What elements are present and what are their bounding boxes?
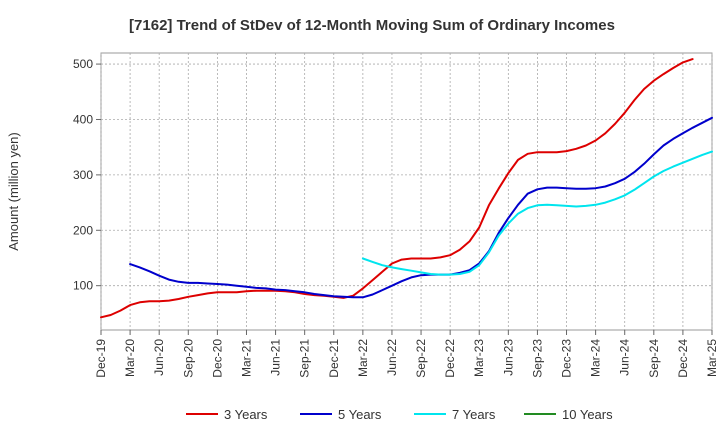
x-tick-label: Sep-24: [647, 339, 661, 378]
x-tick-label: Mar-23: [472, 339, 486, 377]
x-tick-label: Dec-19: [94, 339, 108, 378]
x-tick-label: Dec-24: [676, 339, 690, 378]
series-layer: [100, 58, 713, 319]
x-tick-label: Sep-23: [530, 339, 544, 378]
x-tick-label: Dec-22: [443, 339, 457, 378]
series-line: [361, 150, 713, 276]
x-tick-label: Jun-21: [269, 339, 283, 376]
y-tick-label: 400: [73, 112, 93, 126]
y-tick-label: 500: [73, 57, 93, 71]
legend-label: 5 Years: [338, 407, 382, 422]
x-tick-label: Mar-22: [356, 339, 370, 377]
legend-label: 3 Years: [224, 407, 268, 422]
x-tick-label: Sep-20: [181, 339, 195, 378]
grid-layer: [100, 53, 713, 330]
x-tick-label: Dec-23: [560, 339, 574, 378]
plot-area: [100, 52, 713, 331]
x-tick-label: Sep-21: [298, 339, 312, 378]
x-tick-label: Mar-21: [239, 339, 253, 377]
x-tick-label: Jun-23: [501, 339, 515, 376]
x-tick-label: Sep-22: [414, 339, 428, 378]
series-line: [100, 58, 694, 319]
x-tick-label: Dec-20: [210, 339, 224, 378]
series-line: [129, 116, 713, 299]
legend-label: 7 Years: [452, 407, 496, 422]
x-axis-ticks: Dec-19 Mar-20 Jun-20 Sep-20 Dec-20 Mar-21 Jun-…: [94, 330, 719, 378]
x-tick-label: Mar-24: [589, 339, 603, 377]
legend-label: 10 Years: [562, 407, 613, 422]
y-tick-label: 300: [73, 168, 93, 182]
chart-title: [7162] Trend of StDev of 12-Month Moving…: [129, 17, 615, 34]
y-tick-label: 200: [73, 223, 93, 237]
x-tick-label: Mar-20: [123, 339, 137, 377]
y-tick-label: 100: [73, 279, 93, 293]
legend: 3 Years 5 Years 7 Years 10 Years: [186, 407, 613, 422]
y-axis-ticks: 100 200 300 400 500: [73, 57, 101, 293]
x-tick-label: Jun-24: [618, 339, 632, 376]
x-tick-label: Jun-22: [385, 339, 399, 376]
x-tick-label: Jun-20: [152, 339, 166, 376]
x-tick-label: Mar-25: [705, 339, 719, 377]
y-axis-label: Amount (million yen): [6, 132, 21, 251]
x-tick-label: Dec-21: [327, 339, 341, 378]
